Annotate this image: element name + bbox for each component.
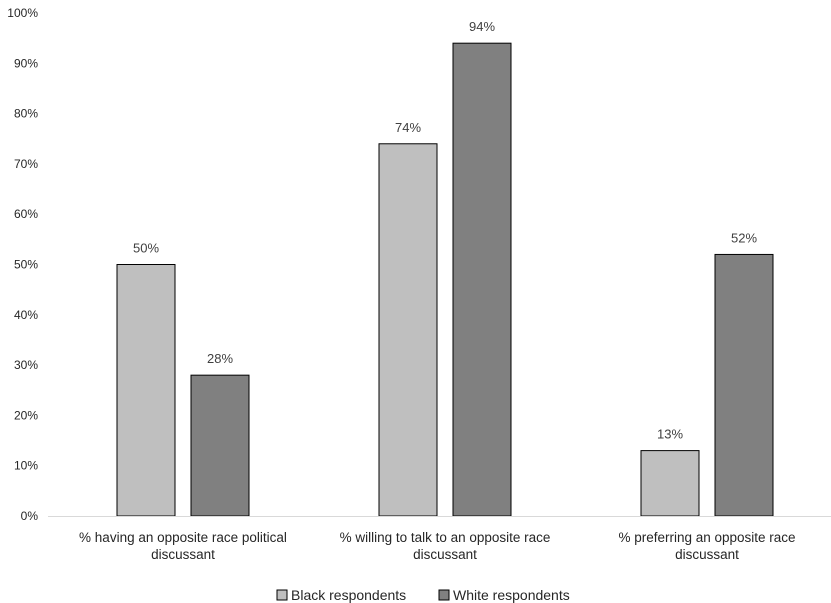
data-labels: 50% 28% 74% 94% 13% 52% [133, 19, 757, 441]
bar-white-respondents-1 [190, 374, 250, 517]
y-tick-label: 20% [14, 408, 38, 422]
category-label: % preferring an opposite race discussant [618, 530, 795, 562]
y-tick-label: 70% [14, 157, 38, 171]
legend-label: White respondents [453, 587, 570, 603]
legend: Black respondents White respondents [276, 587, 570, 603]
data-label: 94% [469, 19, 495, 34]
data-label: 74% [395, 120, 421, 135]
legend-item: White respondents [438, 587, 570, 603]
bar-white-respondents-3 [714, 253, 774, 517]
y-tick-label: 40% [14, 308, 38, 322]
y-axis-tick-labels: 0% 10% 20% 30% 40% 50% 60% 70% 80% 90% 100% [7, 6, 38, 523]
y-tick-label: 90% [14, 56, 38, 70]
y-tick-label: 60% [14, 207, 38, 221]
y-tick-label: 10% [14, 459, 38, 473]
data-label: 50% [133, 241, 159, 256]
category-label: % willing to talk to an opposite race dis… [340, 530, 551, 562]
data-label: 52% [731, 230, 757, 245]
category-label: % having an opposite race political discu… [79, 530, 287, 562]
y-tick-label: 80% [14, 107, 38, 121]
y-tick-label: 100% [7, 6, 38, 20]
legend-item: Black respondents [276, 587, 406, 603]
legend-swatch [276, 589, 288, 601]
data-label: 28% [207, 351, 233, 366]
y-tick-label: 30% [14, 358, 38, 372]
bar-black-respondents-2 [378, 143, 438, 517]
x-axis-category-labels: % having an opposite race political discu… [79, 530, 796, 562]
y-tick-label: 0% [21, 509, 39, 523]
bar-black-respondents-1 [116, 264, 176, 517]
bar-white-respondents-2 [452, 42, 512, 517]
legend-label: Black respondents [291, 587, 406, 603]
bar-black-respondents-3 [640, 450, 700, 517]
bars [116, 42, 774, 517]
legend-swatch [438, 589, 450, 601]
data-label: 13% [657, 427, 683, 442]
y-tick-label: 50% [14, 258, 38, 272]
